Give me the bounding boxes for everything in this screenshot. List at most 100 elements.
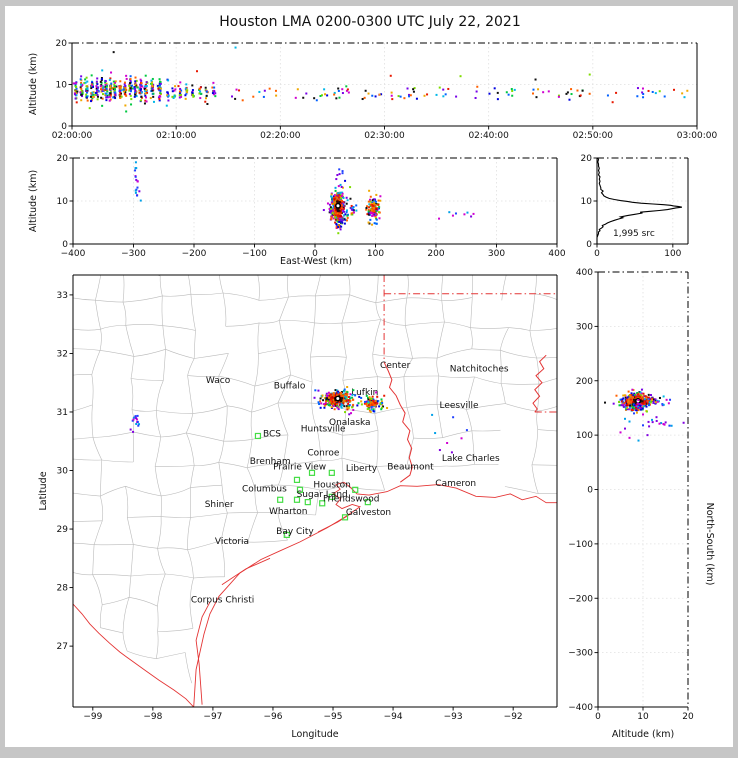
- city-label-waco: Waco: [206, 376, 231, 386]
- map-ylabel: Latitude: [38, 471, 49, 510]
- city-label-huntsville: Huntsville: [301, 424, 346, 434]
- tick-label: −99: [83, 712, 102, 722]
- coastline: [73, 481, 557, 707]
- ns-height-ylabel: North-South (km): [704, 503, 715, 586]
- tick-label: −93: [444, 712, 463, 722]
- tick-label: 100: [664, 249, 681, 259]
- city-label-wharton: Wharton: [269, 507, 308, 517]
- city-label-conroe: Conroe: [307, 448, 340, 458]
- tick-label: −100: [242, 249, 267, 259]
- tick-label: 02:50:00: [573, 131, 614, 141]
- city-label-houston: Houston: [313, 481, 350, 491]
- station-marker: [277, 496, 284, 503]
- tick-label: 100: [367, 249, 384, 259]
- ns-height-points: [604, 388, 685, 442]
- tick-label: −400: [568, 703, 593, 713]
- panel-ew-height: −400 −300 −200 −100 0 100 200 300 400 0 10 20: [57, 154, 566, 259]
- ns-height-frame: 0 10 20 400 300 200 100 0 −100 −200 −300 −400: [568, 268, 694, 722]
- tick-label: 0: [595, 712, 601, 722]
- tick-label: −94: [384, 712, 403, 722]
- tick-label: 02:10:00: [156, 131, 197, 141]
- tick-label: 10: [57, 197, 69, 207]
- map-lightning-points: [129, 386, 468, 454]
- station-marker: [319, 500, 326, 507]
- city-label-leesville: Leesville: [440, 401, 479, 411]
- time-height-ylabel: Altitude (km): [28, 53, 39, 115]
- city-label-liberty: Liberty: [346, 464, 378, 474]
- state-borders: [383, 275, 557, 483]
- city-label-corpus-christi: Corpus Christi: [191, 595, 254, 605]
- tick-label: 10: [637, 712, 649, 722]
- tick-label: 10: [56, 81, 68, 91]
- tick-label: 300: [488, 249, 505, 259]
- time-height-frame: 02:00:00 02:10:00 02:20:00 02:30:00 02:40:00…: [52, 39, 718, 141]
- station-marker: [328, 469, 335, 476]
- city-label-sugar-land: Sugar Land: [297, 490, 348, 500]
- map-xlabel: Longitude: [291, 729, 338, 740]
- ns-height-grid: [598, 272, 688, 707]
- ew-height-points: [134, 161, 475, 235]
- tick-label: 0: [586, 240, 592, 250]
- tick-label: 30: [57, 467, 69, 477]
- city-label-lake-charles: Lake Charles: [442, 454, 500, 464]
- tick-label: 10: [581, 197, 593, 207]
- station-marker: [283, 531, 290, 539]
- ew-height-xlabel: East-West (km): [280, 256, 352, 267]
- station-marker: [254, 432, 262, 440]
- tick-label: 0: [61, 122, 67, 132]
- city-label-natchitoches: Natchitoches: [450, 365, 509, 375]
- station-marker: [293, 476, 301, 483]
- source-count-label: 1,995 src: [613, 229, 655, 239]
- city-label-onalaska: Onalaska: [329, 418, 371, 428]
- station-marker: [364, 499, 371, 506]
- tick-label: −300: [568, 649, 593, 659]
- panel-time-height: 02:00:00 02:10:00 02:20:00 02:30:00 02:40:00…: [52, 39, 718, 141]
- tick-label: −200: [182, 249, 207, 259]
- station-marker: [352, 486, 359, 493]
- city-label-cameron: Cameron: [435, 479, 476, 489]
- tick-label: −98: [143, 712, 162, 722]
- tick-label: −96: [263, 712, 282, 722]
- tick-label: 32: [57, 349, 68, 359]
- tick-label: −400: [61, 249, 86, 259]
- station-marker: [341, 514, 349, 521]
- histogram-frame: 0 100 0 10 20: [581, 154, 689, 259]
- city-label-friendswood: Friendswood: [323, 495, 379, 505]
- tick-label: −97: [203, 712, 222, 722]
- panel-ns-height: 0 10 20 400 300 200 100 0 −100 −200 −300 −400: [568, 268, 694, 722]
- tick-label: 400: [576, 268, 593, 278]
- station-marker: [308, 469, 316, 476]
- tick-label: −95: [324, 712, 343, 722]
- figure-background: [5, 6, 733, 747]
- tick-label: 200: [576, 377, 593, 387]
- tick-label: 03:00:00: [677, 131, 718, 141]
- ns-height-xlabel: Altitude (km): [612, 729, 674, 740]
- station-marker: [328, 493, 335, 500]
- station-marker: [296, 486, 304, 493]
- ew-height-ylabel: Altitude (km): [28, 170, 39, 232]
- county-lines: [73, 275, 557, 684]
- tick-label: 02:00:00: [52, 131, 93, 141]
- city-label-galveston: Galveston: [346, 508, 391, 518]
- city-label-bcs: BCS: [263, 430, 281, 440]
- tick-label: 20: [682, 712, 694, 722]
- time-height-points: [72, 46, 689, 113]
- tick-label: 200: [427, 249, 444, 259]
- station-marker: [293, 496, 301, 503]
- tick-label: 02:40:00: [468, 131, 509, 141]
- city-labels: Waco Buffalo Center Natchitoches Lufkin Leesv…: [191, 361, 509, 605]
- plot-title: Houston LMA 0200-0300 UTC July 22, 2021: [219, 14, 520, 30]
- city-label-prairie-view: Prairie View: [273, 462, 326, 472]
- city-label-center: Center: [380, 361, 411, 371]
- station-markers: [254, 432, 371, 539]
- tick-label: 33: [57, 291, 68, 301]
- tick-label: 400: [548, 249, 565, 259]
- tick-label: 20: [56, 39, 68, 49]
- tick-label: 29: [57, 525, 69, 535]
- tick-label: 31: [57, 408, 68, 418]
- tick-label: 300: [576, 322, 593, 332]
- map-frame: −99 −98 −97 −96 −95 −94 −93 −92 27 28 29 30 31 32 33: [57, 274, 558, 722]
- tick-label: 0: [594, 249, 600, 259]
- tick-label: 0: [312, 249, 318, 259]
